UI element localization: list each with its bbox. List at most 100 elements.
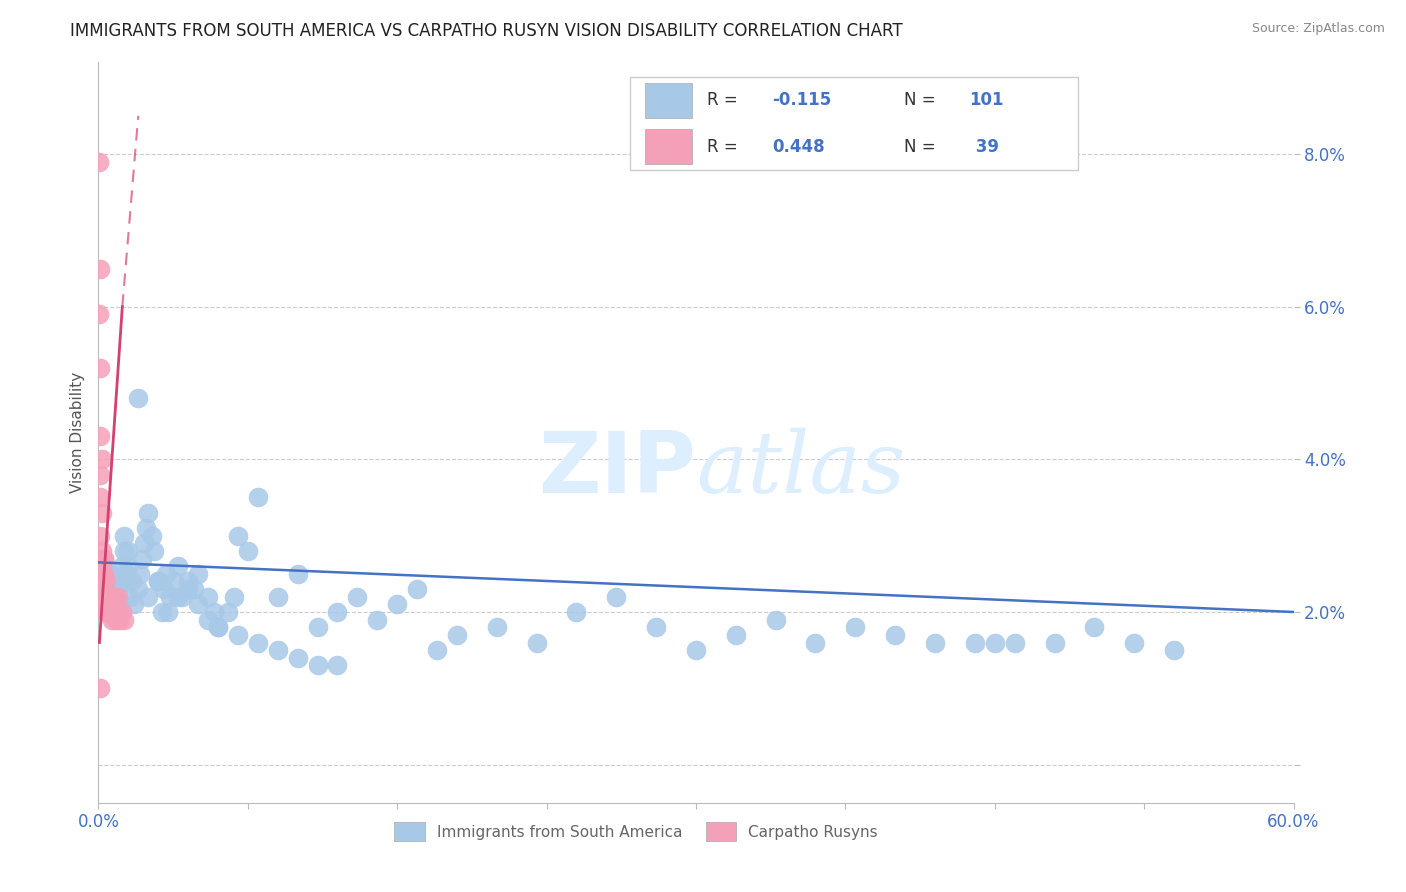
Point [91, 566, 114, 581]
FancyBboxPatch shape [630, 78, 1078, 169]
Point [177, 574, 200, 589]
Point [605, 590, 627, 604]
Point [93, 582, 115, 596]
Point [89, 681, 111, 696]
Point [93, 566, 115, 581]
Point [98, 590, 122, 604]
Point [207, 620, 229, 634]
Point [105, 613, 128, 627]
Point [183, 582, 205, 596]
Point [112, 544, 135, 558]
Point [159, 590, 181, 604]
Point [226, 628, 249, 642]
Point [96, 605, 118, 619]
Point [91, 582, 114, 596]
Point [645, 620, 668, 634]
Text: ZIP: ZIP [538, 428, 696, 511]
Text: -0.115: -0.115 [772, 91, 832, 110]
Point [89, 467, 111, 482]
Text: 101: 101 [970, 91, 1004, 110]
Point [226, 529, 249, 543]
Point [89, 307, 111, 321]
Point [101, 598, 124, 612]
Point [112, 613, 135, 627]
Point [121, 574, 143, 589]
Point [157, 605, 180, 619]
Point [202, 605, 225, 619]
Point [103, 605, 125, 619]
Point [222, 590, 245, 604]
Point [89, 360, 111, 375]
Point [446, 628, 468, 642]
Point [98, 605, 122, 619]
Text: 39: 39 [970, 137, 998, 156]
Point [963, 635, 986, 649]
Point [724, 628, 747, 642]
Point [844, 620, 866, 634]
Point [924, 635, 946, 649]
Point [267, 643, 290, 657]
Point [96, 574, 118, 589]
Point [107, 605, 129, 619]
Text: R =: R = [707, 91, 742, 110]
Point [287, 566, 309, 581]
Point [177, 582, 200, 596]
Point [97, 582, 120, 596]
Point [136, 506, 159, 520]
Point [93, 582, 115, 596]
Text: Source: ZipAtlas.com: Source: ZipAtlas.com [1251, 22, 1385, 36]
Point [246, 635, 269, 649]
Point [91, 544, 114, 558]
Point [96, 598, 118, 612]
Point [91, 590, 114, 604]
Point [127, 391, 149, 405]
Point [307, 620, 329, 634]
Point [111, 605, 134, 619]
Point [117, 559, 139, 574]
Point [346, 590, 368, 604]
Point [97, 566, 120, 581]
Point [105, 598, 128, 612]
Point [111, 559, 134, 574]
Point [89, 566, 111, 581]
Point [366, 613, 388, 627]
Point [91, 598, 114, 612]
Point [565, 605, 588, 619]
Point [110, 574, 132, 589]
Point [91, 566, 114, 581]
Point [150, 605, 173, 619]
Point [93, 598, 115, 612]
Point [1043, 635, 1066, 649]
Point [172, 590, 194, 604]
Point [129, 566, 152, 581]
Point [207, 620, 229, 634]
Point [1163, 643, 1185, 657]
Point [134, 536, 156, 550]
Point [1004, 635, 1026, 649]
Point [167, 559, 190, 574]
Point [485, 620, 508, 634]
Point [98, 566, 122, 581]
Point [385, 598, 409, 612]
Bar [644, 129, 692, 164]
Bar [644, 83, 692, 118]
Point [163, 574, 186, 589]
Point [101, 582, 124, 596]
Point [112, 529, 135, 543]
Text: R =: R = [707, 137, 742, 156]
Point [97, 590, 120, 604]
Point [326, 605, 349, 619]
Point [187, 566, 209, 581]
Point [287, 650, 309, 665]
Point [246, 491, 269, 505]
Text: IMMIGRANTS FROM SOUTH AMERICA VS CARPATHO RUSYN VISION DISABILITY CORRELATION CH: IMMIGRANTS FROM SOUTH AMERICA VS CARPATH… [70, 22, 903, 40]
Point [326, 658, 349, 673]
Point [131, 551, 153, 566]
Point [103, 605, 125, 619]
Point [267, 590, 290, 604]
Point [93, 551, 115, 566]
Legend: Immigrants from South America, Carpatho Rusyns: Immigrants from South America, Carpatho … [388, 816, 884, 847]
Point [103, 590, 125, 604]
Point [115, 566, 138, 581]
Text: atlas: atlas [696, 428, 905, 511]
